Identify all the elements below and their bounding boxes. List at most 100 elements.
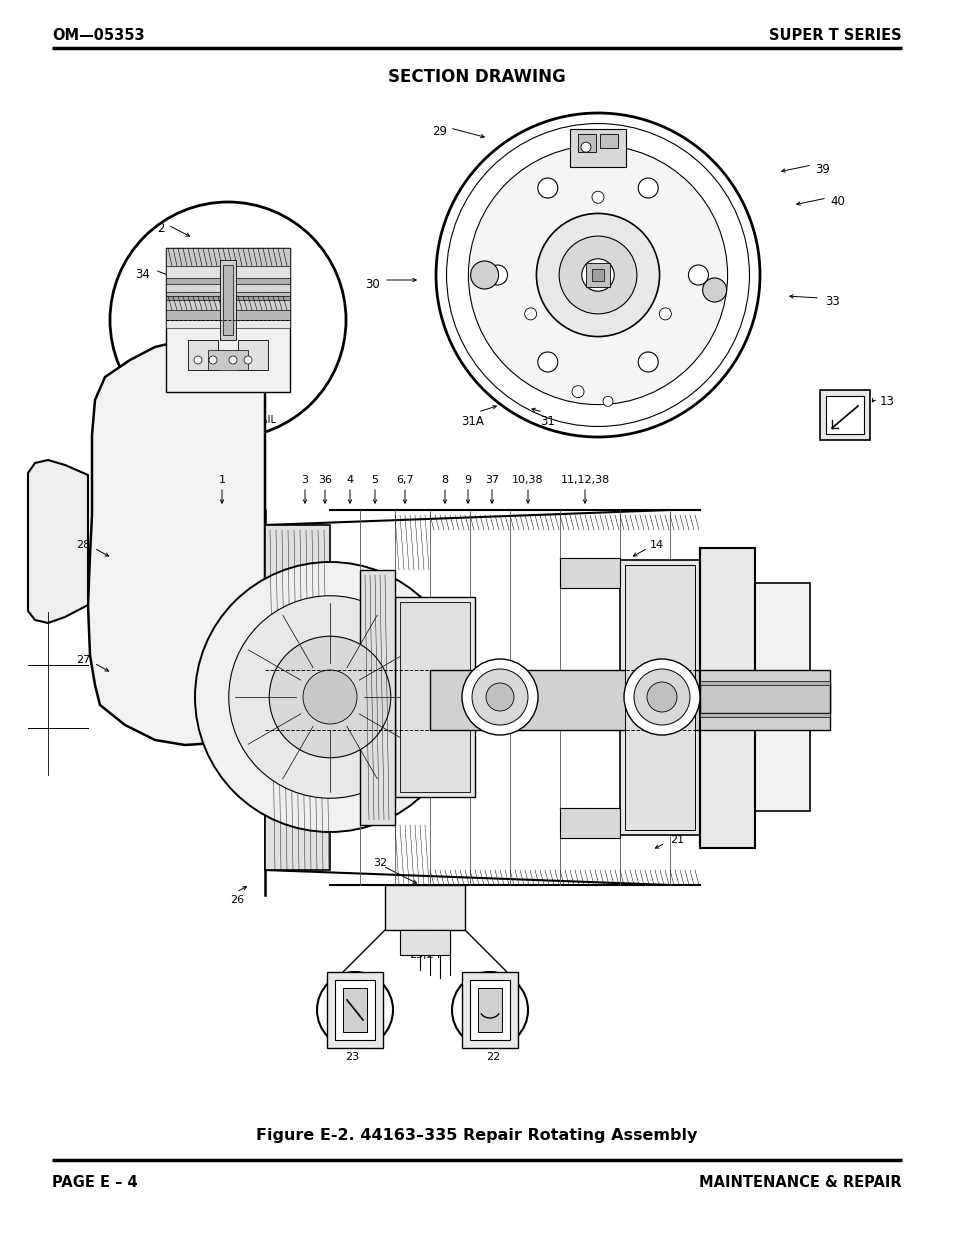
Text: 32: 32 [373, 858, 387, 868]
FancyBboxPatch shape [599, 135, 618, 148]
Text: SECTION DRAWING: SECTION DRAWING [388, 68, 565, 86]
Circle shape [316, 972, 393, 1049]
FancyBboxPatch shape [343, 988, 367, 1032]
Text: 29: 29 [432, 125, 447, 138]
FancyBboxPatch shape [559, 558, 619, 588]
Circle shape [623, 659, 700, 735]
Circle shape [702, 278, 726, 303]
Text: 25,24: 25,24 [409, 950, 440, 960]
Text: 22: 22 [485, 1052, 499, 1062]
FancyBboxPatch shape [208, 350, 248, 370]
Text: 28: 28 [75, 540, 90, 550]
FancyBboxPatch shape [223, 266, 233, 335]
FancyBboxPatch shape [237, 340, 268, 370]
Circle shape [638, 178, 658, 198]
FancyBboxPatch shape [578, 135, 596, 152]
Text: 26: 26 [230, 895, 244, 905]
Text: 6,7: 6,7 [395, 475, 414, 485]
Circle shape [634, 669, 689, 725]
FancyBboxPatch shape [166, 296, 290, 300]
Text: SEAL AREA DETAIL: SEAL AREA DETAIL [180, 415, 275, 425]
Circle shape [244, 356, 252, 364]
Text: SUPER T SERIES: SUPER T SERIES [768, 28, 901, 43]
FancyBboxPatch shape [825, 396, 863, 433]
FancyBboxPatch shape [820, 390, 869, 440]
Text: Figure E-2. 44163–335 Repair Rotating Assembly: Figure E-2. 44163–335 Repair Rotating As… [256, 1128, 697, 1144]
Circle shape [558, 236, 637, 314]
FancyBboxPatch shape [430, 671, 829, 730]
FancyBboxPatch shape [592, 269, 603, 282]
FancyBboxPatch shape [166, 310, 290, 320]
Circle shape [229, 595, 431, 798]
FancyBboxPatch shape [188, 340, 218, 370]
FancyBboxPatch shape [700, 683, 829, 713]
Text: 30: 30 [365, 278, 379, 291]
Text: 20: 20 [679, 803, 694, 813]
Text: 33: 33 [824, 295, 839, 308]
Text: 5: 5 [371, 475, 378, 485]
Circle shape [580, 142, 590, 152]
FancyBboxPatch shape [166, 248, 290, 266]
FancyBboxPatch shape [399, 601, 470, 792]
Circle shape [536, 214, 659, 337]
Circle shape [269, 636, 391, 758]
Text: PAGE E – 4: PAGE E – 4 [52, 1174, 137, 1191]
FancyBboxPatch shape [327, 972, 382, 1049]
Circle shape [468, 146, 727, 405]
FancyBboxPatch shape [559, 808, 619, 839]
Text: 3: 3 [301, 475, 308, 485]
Circle shape [638, 352, 658, 372]
Circle shape [537, 352, 558, 372]
FancyBboxPatch shape [166, 291, 290, 296]
Circle shape [592, 191, 603, 204]
Text: 23: 23 [345, 1052, 358, 1062]
FancyBboxPatch shape [754, 583, 809, 811]
Text: 37: 37 [484, 475, 498, 485]
Circle shape [461, 659, 537, 735]
Text: 8: 8 [441, 475, 448, 485]
FancyBboxPatch shape [265, 525, 330, 869]
FancyBboxPatch shape [470, 981, 510, 1040]
FancyBboxPatch shape [399, 930, 450, 955]
Circle shape [659, 308, 671, 320]
FancyBboxPatch shape [166, 284, 290, 291]
Circle shape [303, 671, 356, 724]
Circle shape [436, 112, 760, 437]
Text: OM—05353: OM—05353 [52, 28, 145, 43]
Circle shape [485, 683, 514, 711]
FancyBboxPatch shape [700, 680, 829, 685]
Polygon shape [28, 459, 88, 622]
FancyBboxPatch shape [700, 713, 829, 718]
Circle shape [581, 259, 614, 291]
Circle shape [487, 266, 507, 285]
Text: 34: 34 [135, 268, 150, 282]
Text: 4: 4 [346, 475, 354, 485]
Text: 15,16: 15,16 [669, 571, 700, 580]
FancyBboxPatch shape [166, 248, 290, 391]
Text: 39: 39 [814, 163, 829, 177]
Circle shape [646, 682, 677, 713]
Circle shape [209, 356, 216, 364]
Circle shape [452, 972, 527, 1049]
FancyBboxPatch shape [220, 261, 235, 340]
Text: 13: 13 [879, 395, 894, 408]
FancyBboxPatch shape [395, 597, 475, 797]
Text: 31A: 31A [461, 415, 484, 429]
Text: 17: 17 [700, 598, 714, 608]
Text: 9: 9 [464, 475, 471, 485]
Circle shape [472, 669, 527, 725]
Text: 14: 14 [649, 540, 663, 550]
FancyBboxPatch shape [335, 981, 375, 1040]
FancyBboxPatch shape [166, 320, 290, 329]
FancyBboxPatch shape [624, 564, 695, 830]
FancyBboxPatch shape [166, 300, 290, 310]
Text: 10,38: 10,38 [512, 475, 543, 485]
Text: 21: 21 [669, 835, 683, 845]
Circle shape [110, 203, 346, 438]
Text: 18: 18 [720, 598, 734, 608]
Text: 19: 19 [689, 769, 703, 781]
Circle shape [524, 308, 537, 320]
Text: 40: 40 [829, 195, 844, 207]
Text: MAINTENANCE & REPAIR: MAINTENANCE & REPAIR [699, 1174, 901, 1191]
Circle shape [470, 261, 498, 289]
